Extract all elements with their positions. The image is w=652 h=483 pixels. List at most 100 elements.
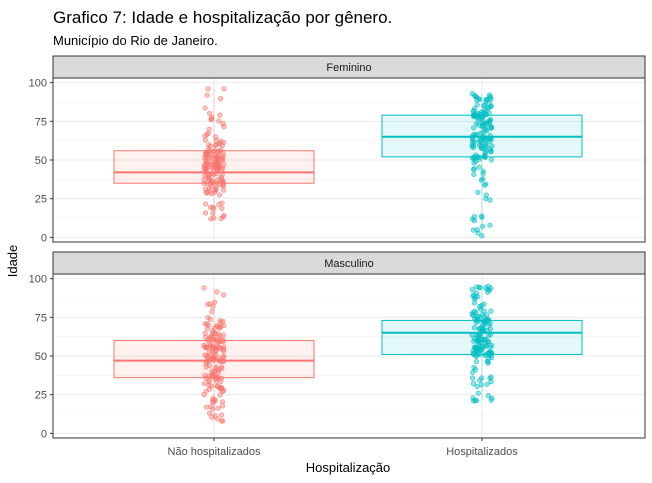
data-point (482, 182, 488, 188)
data-point (205, 86, 211, 92)
data-point (215, 405, 221, 411)
data-point (207, 342, 214, 348)
data-point (478, 130, 484, 136)
data-point (487, 197, 493, 203)
data-point (221, 344, 227, 350)
data-point (488, 379, 494, 385)
data-point (210, 395, 216, 402)
data-point (208, 403, 214, 410)
data-point (201, 381, 207, 387)
data-point (220, 332, 226, 338)
data-point (480, 171, 486, 177)
data-point (204, 92, 210, 98)
data-point (471, 300, 478, 306)
data-point (202, 330, 208, 337)
data-point (470, 143, 477, 149)
data-point (471, 108, 477, 114)
data-point (479, 213, 485, 219)
data-point (221, 292, 227, 298)
data-point (474, 284, 480, 290)
data-point (472, 218, 478, 224)
data-point (210, 371, 216, 377)
data-point (216, 192, 223, 198)
data-point (469, 375, 476, 381)
data-point (475, 113, 481, 119)
data-point (488, 308, 494, 314)
data-point (202, 210, 209, 216)
data-point (488, 125, 494, 131)
data-point (477, 285, 483, 291)
data-point (213, 397, 219, 403)
data-point (484, 97, 490, 103)
data-point (201, 285, 207, 291)
y-tick-label: 75 (35, 116, 47, 128)
data-point (472, 397, 478, 404)
data-point (485, 289, 491, 295)
chart-subtitle: Município do Rio de Janeiro. (53, 33, 218, 48)
data-point (483, 126, 489, 132)
data-point (203, 159, 209, 165)
data-point (213, 142, 219, 148)
data-point (207, 110, 213, 116)
x-axis-title: Hospitalização (306, 460, 391, 475)
data-point (220, 403, 226, 409)
data-point (471, 125, 477, 131)
y-tick-label: 0 (41, 232, 47, 244)
y-axis-title: Idade (5, 245, 20, 278)
data-point (212, 413, 218, 419)
data-point (214, 153, 220, 159)
data-point (489, 395, 495, 401)
data-point (216, 201, 222, 208)
data-point (220, 121, 226, 127)
data-point (203, 364, 209, 370)
data-point (207, 410, 213, 416)
data-point (487, 146, 494, 152)
data-point (212, 161, 218, 167)
data-point (488, 104, 494, 110)
data-point (217, 112, 223, 118)
y-tick-label: 50 (35, 155, 47, 167)
data-point (481, 301, 487, 307)
data-point (202, 133, 208, 139)
data-point (218, 95, 224, 102)
data-point (205, 314, 211, 320)
data-point (472, 92, 478, 99)
data-point (475, 230, 481, 236)
data-point (481, 314, 488, 320)
data-point (480, 176, 486, 182)
x-tick-label: Não hospitalizados (168, 446, 261, 458)
data-point (473, 358, 480, 365)
data-point (220, 214, 226, 220)
data-point (214, 289, 220, 295)
data-point (221, 322, 227, 329)
data-point (218, 345, 224, 351)
data-point (471, 312, 477, 319)
data-point (473, 120, 480, 126)
data-point (477, 377, 483, 383)
data-point (479, 233, 485, 239)
data-point (218, 175, 225, 181)
data-point (216, 324, 222, 330)
data-point (484, 381, 490, 387)
data-point (489, 143, 495, 149)
data-point (472, 295, 478, 301)
data-point (204, 190, 210, 196)
box-iqr (381, 319, 583, 355)
data-point (202, 344, 208, 350)
data-point (483, 192, 489, 198)
data-point (485, 359, 491, 365)
data-point (471, 325, 477, 331)
jitter-points (201, 86, 227, 222)
data-point (203, 165, 209, 171)
facet-strip-label: Masculino (324, 258, 374, 270)
data-point (474, 97, 480, 103)
data-point (477, 326, 483, 332)
data-point (207, 301, 213, 307)
facet-strip-label: Feminino (326, 62, 371, 74)
data-point (218, 138, 224, 144)
data-point (212, 331, 218, 337)
facet-panels: Feminino 0 25 50 75 100 Masculino 0 25 50 75 100 Não… (29, 55, 646, 458)
data-point (487, 117, 494, 123)
x-tick-label: Hospitalizados (446, 446, 518, 458)
data-point (219, 399, 226, 405)
